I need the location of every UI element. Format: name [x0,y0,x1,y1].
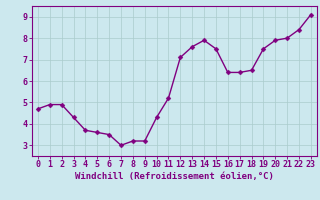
X-axis label: Windchill (Refroidissement éolien,°C): Windchill (Refroidissement éolien,°C) [75,172,274,181]
